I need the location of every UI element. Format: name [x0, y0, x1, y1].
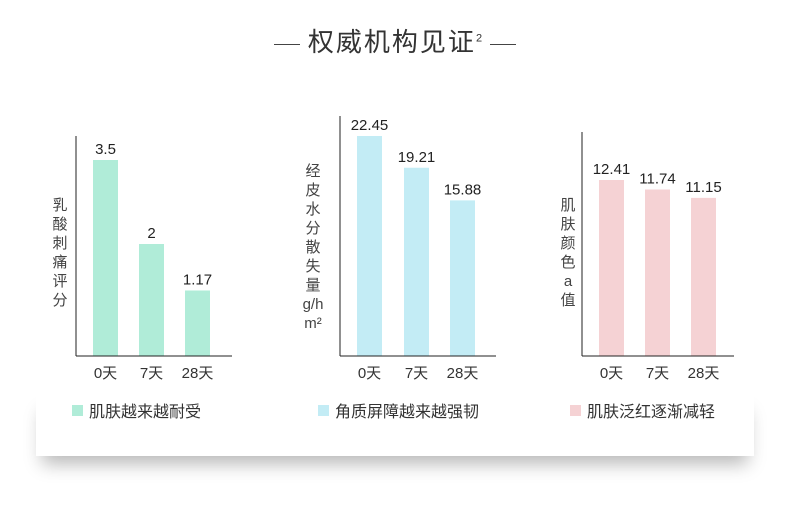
category-label-3-1: 0天 — [600, 365, 623, 382]
value-label-3-2: 11.74 — [639, 171, 675, 188]
category-label-2-2: 7天 — [405, 365, 428, 382]
bar-3-2 — [645, 189, 670, 356]
title-text: 权威机构见证 — [307, 27, 476, 57]
legend-swatch-3 — [570, 404, 581, 416]
ylabel-chart-2: 经皮水分散失量 g/h m² — [302, 163, 324, 332]
category-label-3-2: 7天 — [646, 365, 669, 382]
category-label-3-3: 28天 — [688, 365, 720, 382]
category-label-2-1: 0天 — [358, 365, 381, 382]
category-label-1-2: 7天 — [140, 365, 163, 382]
bar-2-2 — [404, 167, 429, 356]
legend-label-1: 肌肤越来越耐受 — [89, 404, 202, 421]
bar-1-1 — [93, 160, 118, 356]
legend-band — [36, 392, 754, 456]
legend-swatch-1 — [72, 404, 83, 416]
chart-3: 12.41 0天 11.74 7天 11.15 28天 — [581, 132, 734, 382]
bar-3-3 — [691, 197, 716, 356]
bar-3-1 — [599, 180, 624, 356]
bar-1-2 — [139, 244, 164, 356]
value-label-3-1: 12.41 — [593, 161, 631, 178]
category-label-1-3: 28天 — [182, 365, 214, 382]
title-right-dash — [490, 43, 517, 45]
legend-item-1: 肌肤越来越耐受 — [72, 399, 201, 421]
value-label-2-3: 15.88 — [444, 181, 482, 198]
value-label-3-3: 11.15 — [685, 179, 721, 196]
chart-1: 3.5 0天 2 7天 1.17 28天 — [75, 136, 232, 382]
value-label-1-3: 1.17 — [183, 271, 212, 288]
title-superscript: 2 — [475, 32, 483, 45]
bar-2-3 — [450, 200, 475, 356]
ylabel-chart-1: 乳酸刺痛评分 — [52, 197, 68, 309]
bar-1-3 — [185, 290, 210, 356]
category-label-1-1: 0天 — [94, 365, 117, 382]
legend-item-3: 肌肤泛红逐渐减轻 — [570, 399, 715, 421]
legend-item-2: 角质屏障越来越强韧 — [318, 399, 479, 421]
value-label-2-1: 22.45 — [351, 117, 389, 134]
value-label-1-2: 2 — [147, 225, 155, 242]
legend-swatch-2 — [318, 404, 329, 416]
value-label-2-2: 19.21 — [398, 149, 436, 166]
bar-2-1 — [357, 136, 382, 356]
category-label-2-3: 28天 — [447, 365, 479, 382]
value-label-1-1: 3.5 — [95, 141, 116, 158]
legend-label-2: 角质屏障越来越强韧 — [335, 404, 480, 421]
legend-label-3: 肌肤泛红逐渐减轻 — [587, 404, 716, 421]
page-title: 权威机构见证2 — [0, 22, 790, 59]
title-left-dash — [273, 43, 300, 45]
chart-2: 22.45 0天 19.21 7天 15.88 28天 — [339, 116, 496, 382]
